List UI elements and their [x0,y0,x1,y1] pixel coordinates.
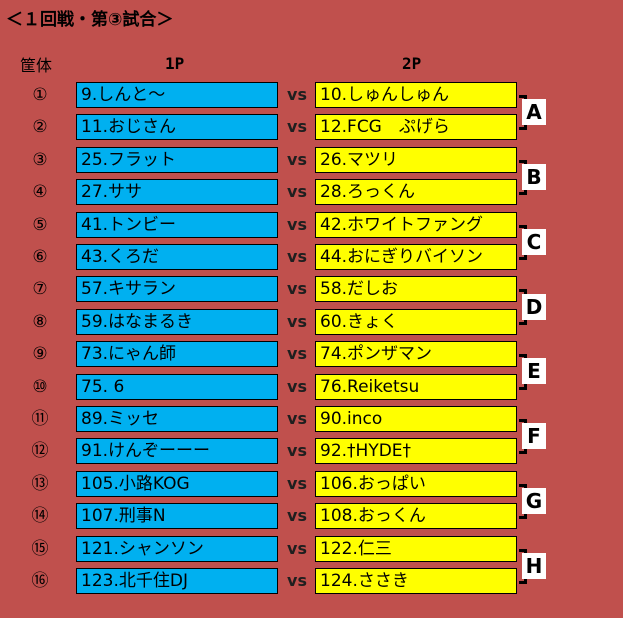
player-2-cell: 74.ポンザマン [315,341,517,368]
player-2-cell: 58.だしお [315,276,517,303]
match-row: ③ 25.フラット vs 26.マツリ [0,146,623,173]
group-label: D [522,293,546,320]
vs-label: vs [287,182,307,202]
player-2-cell: 44.おにぎりバイソン [315,244,517,270]
player-2-cell: 122.仁三 [315,535,517,562]
cabinet-number: ⑦ [32,279,48,300]
player-2-cell: 10.しゅんしゅん [315,82,517,108]
player-1-cell: 91.けんぞーーー [76,438,278,465]
match-row: ⑩ 75. 6 vs 76.Reiketsu [0,373,623,400]
player-2-cell: 60.きょく [315,308,517,335]
player-1-cell: 105.小路KOG [76,470,278,497]
cabinet-number: ⑮ [31,538,49,559]
vs-label: vs [287,409,307,428]
match-row: ⑨ 73.にゃん師 vs 74.ポンザマン [0,341,623,368]
player-2-cell: 12.FCG ぷげら [315,114,517,141]
vs-label: vs [287,376,307,396]
match-row: ④ 27.ササ vs 28.ろっくん [0,179,623,206]
player-1-cell: 27.ササ [76,179,278,206]
player-2-cell: 106.おっぱい [315,470,517,497]
player-1-cell: 59.はなまるき [76,308,278,335]
vs-label: vs [287,117,307,137]
vs-label: vs [287,441,307,461]
group-label: G [522,488,546,514]
group-label: C [522,228,546,255]
player-1-cell: 25.フラット [76,146,278,173]
match-row: ⑯ 123.北千住DJ vs 124.ささき [0,568,623,594]
player-1-cell: 57.キサラン [76,276,278,303]
player-1-cell: 107.刑事N [76,503,278,530]
player-2-cell: 92.†HYDE† [315,438,517,465]
cabinet-number: ⑬ [31,473,49,494]
vs-label: vs [287,506,307,526]
vs-label: vs [287,344,307,364]
vs-label: vs [287,247,307,266]
player-1-cell: 89.ミッセ [76,406,278,432]
header-1p: 1P [165,54,185,73]
match-row: ⑮ 121.シャンソン vs 122.仁三 [0,535,623,562]
match-row: ⑦ 57.キサラン vs 58.だしお [0,276,623,303]
vs-label: vs [287,473,307,493]
match-row: ⑭ 107.刑事N vs 108.おっくん [0,503,623,530]
match-row: ⑤ 41.トンビー vs 42.ホワイトファング [0,211,623,238]
group-label: A [522,99,546,126]
cabinet-number: ⑭ [31,506,49,527]
vs-label: vs [287,85,307,104]
player-2-cell: 90.inco [315,406,517,432]
player-1-cell: 73.にゃん師 [76,341,278,368]
vs-label: vs [287,214,307,234]
group-label: F [522,423,546,450]
player-2-cell: 76.Reiketsu [315,373,517,400]
vs-label: vs [287,538,307,558]
cabinet-number: ⑧ [32,311,48,332]
match-row: ② 11.おじさん vs 12.FCG ぷげら [0,114,623,141]
cabinet-number: ⑫ [31,441,49,462]
cabinet-number: ⑥ [32,247,48,267]
match-row: ① 9.しんと〜 vs 10.しゅんしゅん [0,82,623,108]
match-row: ⑫ 91.けんぞーーー vs 92.†HYDE† [0,438,623,465]
cabinet-number: ⑨ [32,344,48,365]
vs-label: vs [287,279,307,299]
match-row: ⑥ 43.くろだ vs 44.おにぎりバイソン [0,244,623,270]
match-row: ⑪ 89.ミッセ vs 90.inco [0,406,623,432]
player-1-cell: 43.くろだ [76,244,278,270]
cabinet-number: ④ [32,182,48,203]
match-row: ⑬ 105.小路KOG vs 106.おっぱい [0,470,623,497]
player-1-cell: 75. 6 [76,373,278,400]
player-2-cell: 42.ホワイトファング [315,211,517,238]
group-label: B [522,164,546,190]
player-1-cell: 41.トンビー [76,211,278,238]
vs-label: vs [287,571,307,590]
cabinet-number: ⑤ [32,214,48,235]
header-cabinet: 筐体 [20,56,53,75]
cabinet-number: ③ [32,149,48,170]
cabinet-number: ② [32,117,48,138]
player-1-cell: 9.しんと〜 [76,82,278,108]
page-title: ＜１回戦・第③試合＞ [6,10,174,30]
cabinet-number: ⑯ [31,571,49,591]
group-label: E [522,358,546,385]
player-2-cell: 28.ろっくん [315,179,517,206]
player-1-cell: 11.おじさん [76,114,278,141]
cabinet-number: ⑩ [32,376,48,397]
match-row: ⑧ 59.はなまるき vs 60.きょく [0,308,623,335]
header-2p: 2P [402,54,422,73]
vs-label: vs [287,311,307,331]
cabinet-number: ① [32,85,48,105]
vs-label: vs [287,149,307,169]
player-2-cell: 26.マツリ [315,146,517,173]
cabinet-number: ⑪ [31,409,49,429]
player-1-cell: 123.北千住DJ [76,568,278,594]
player-2-cell: 124.ささき [315,568,517,594]
player-2-cell: 108.おっくん [315,503,517,530]
player-1-cell: 121.シャンソン [76,535,278,562]
group-label: H [522,552,546,579]
